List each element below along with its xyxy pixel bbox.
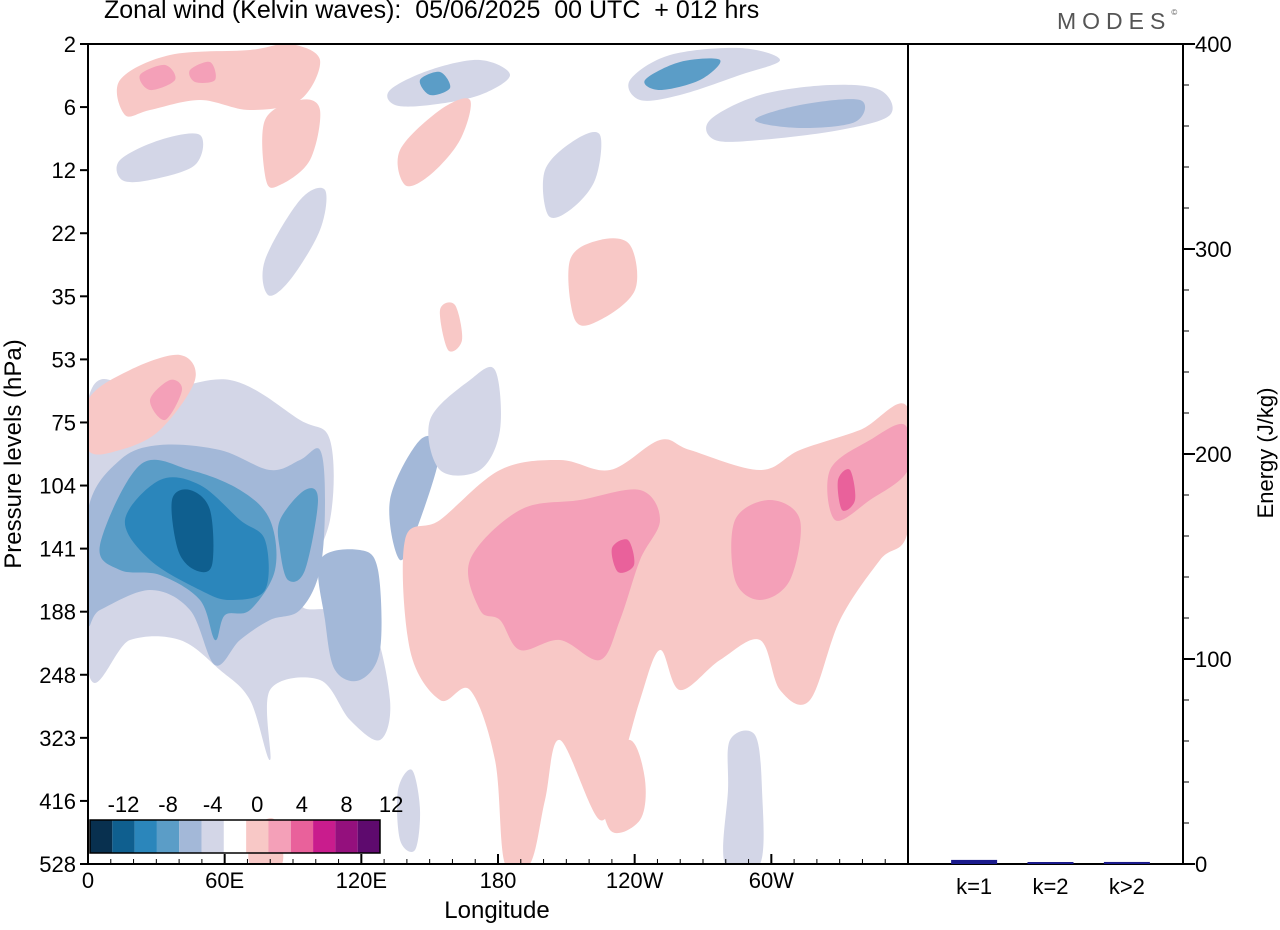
energy-y-tick-label: 100 <box>1195 647 1232 672</box>
energy-y-tick-label: 0 <box>1195 852 1207 877</box>
axes: 0 60E 120E 180 120W 60W 2 6 12 22 35 53 75 104 141 188 2… <box>39 32 1184 893</box>
neg-region-strat-far-west <box>116 133 204 183</box>
chart-title: Zonal wind (Kelvin waves): 05/06/2025 00… <box>104 0 760 24</box>
y-tick-label: 104 <box>39 474 76 499</box>
pos-region-west <box>731 500 801 600</box>
y-tick-label: 2 <box>64 32 76 57</box>
energy-axis-label: Energy (J/kg) <box>1253 387 1278 519</box>
x-tick-label: 120W <box>606 868 664 893</box>
y-tick-label: 75 <box>52 410 76 435</box>
pos-region-east-peak <box>837 469 856 511</box>
y-tick-label: 248 <box>39 663 76 688</box>
colorbar-tick-label: 4 <box>296 792 308 817</box>
pos-region-top-west-core <box>139 64 176 91</box>
colorbar-swatch <box>268 820 291 853</box>
colorbar-swatch <box>112 820 135 853</box>
neg-region-column <box>389 435 440 561</box>
colorbar: -12 -8 -4 0 4 8 12 <box>89 792 403 854</box>
energy-y-tick-label: 400 <box>1195 32 1232 57</box>
x-tick-label: 180 <box>480 868 517 893</box>
pos-region-central-peak <box>611 539 635 573</box>
colorbar-swatch <box>357 820 380 853</box>
neg-region-east-band <box>277 488 318 582</box>
x-tick-label: 120E <box>336 868 387 893</box>
colorbar-swatch <box>335 820 358 853</box>
colorbar-tick-label: -8 <box>158 792 178 817</box>
energy-category-label: k>2 <box>1109 874 1145 899</box>
brand-logo: MODES© <box>1057 8 1178 34</box>
pos-region-strat-center <box>397 98 471 187</box>
y-tick-label: 53 <box>52 347 76 372</box>
colorbar-tick-label: 8 <box>340 792 352 817</box>
neg-region-peak <box>171 489 214 573</box>
colorbar-swatch <box>246 820 269 853</box>
colorbar-swatch <box>313 820 336 853</box>
y-tick-label: 416 <box>39 789 76 814</box>
energy-y-tick-label: 200 <box>1195 442 1232 467</box>
neg-region-120e <box>317 549 382 682</box>
neg-region-lower-east <box>723 730 764 864</box>
colorbar-swatch <box>156 820 180 853</box>
neg-region-strat-mid <box>542 132 602 218</box>
wind-contour-field <box>88 44 908 864</box>
y-tick-label: 188 <box>39 600 76 625</box>
colorbar-frame <box>89 819 381 854</box>
pos-region-top-west-core-2 <box>189 61 216 83</box>
neg-region-top-center-core <box>419 71 451 96</box>
pos-region-strat-mid <box>568 238 638 326</box>
pos-region-lower <box>599 739 646 834</box>
neg-region-strat-west <box>262 187 327 296</box>
energy-category-label: k=2 <box>1032 874 1068 899</box>
energy-bar <box>1103 861 1150 864</box>
y-tick-label: 323 <box>39 726 76 751</box>
colorbar-swatch <box>179 820 202 853</box>
neg-region-top-east-core <box>644 58 721 90</box>
neg-region-lower-center <box>396 769 421 852</box>
energy-y-tick-label: 300 <box>1195 237 1232 262</box>
x-tick-label: 60E <box>205 868 244 893</box>
y-axis-label: Pressure levels (hPa) <box>0 339 27 569</box>
neg-region-upper <box>428 366 501 476</box>
pos-region-strat-west <box>88 354 196 455</box>
pos-region-top-west <box>116 44 321 117</box>
pos-region-small <box>439 302 463 352</box>
colorbar-swatch <box>201 820 224 853</box>
colorbar-tick-label: 12 <box>379 792 403 817</box>
y-tick-label: 141 <box>39 537 76 562</box>
energy-bars: 0 100 200 300 400 k=1 k=2 k>2 <box>951 32 1232 899</box>
y-tick-label: 12 <box>52 158 76 183</box>
colorbar-swatch <box>134 820 157 853</box>
pos-region-strat-west-2 <box>262 99 321 188</box>
colorbar-swatch <box>223 820 247 853</box>
colorbar-swatch <box>90 820 113 853</box>
x-axis-label: Longitude <box>444 897 550 924</box>
pos-region-strat-west-core <box>149 379 183 421</box>
x-tick-label: 60W <box>749 868 794 893</box>
energy-bar <box>1027 862 1074 864</box>
y-tick-label: 22 <box>52 221 76 246</box>
x-tick-label: 0 <box>82 868 94 893</box>
neg-region-upper-east-core <box>755 99 866 129</box>
energy-category-label: k=1 <box>956 874 992 899</box>
y-tick-label: 6 <box>64 95 76 120</box>
colorbar-tick-label: -12 <box>108 792 140 817</box>
energy-plot-frame <box>907 43 1184 865</box>
energy-bar <box>951 859 998 864</box>
y-tick-label: 35 <box>52 284 76 309</box>
colorbar-tick-label: 0 <box>251 792 263 817</box>
pos-region-mid <box>467 489 660 661</box>
colorbar-tick-label: -4 <box>203 792 223 817</box>
y-tick-label: 528 <box>39 852 76 877</box>
colorbar-swatch <box>290 820 314 853</box>
